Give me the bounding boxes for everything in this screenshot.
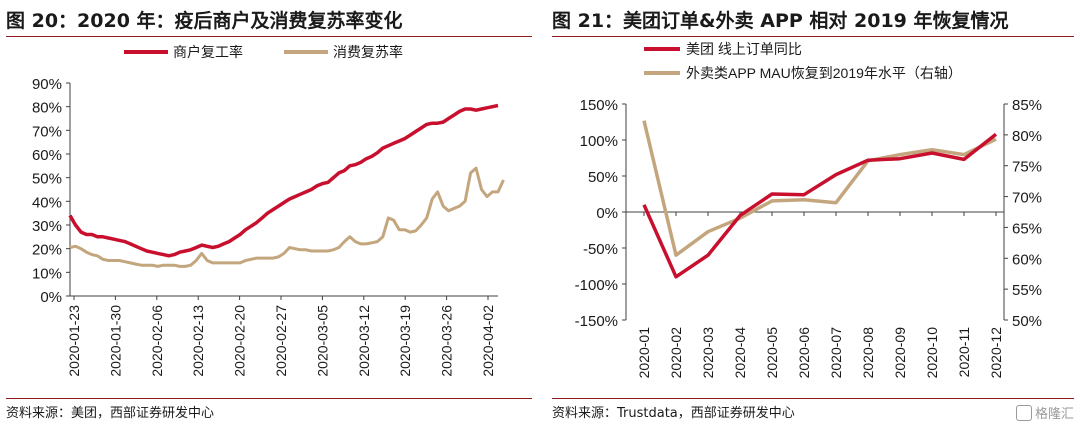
left-chart-panel: 图 20：2020 年：疫后商户及消费复苏率变化 商户复工率 消费复苏率 0% 10%… — [0, 0, 538, 428]
source-note: 资料来源：美团，西部证券研发中心 — [6, 406, 215, 421]
y-tick-label-left: -100% — [575, 277, 618, 294]
x-tick-label: 2020-08 — [860, 327, 876, 379]
y-tick-label-right: 65% — [1012, 220, 1042, 237]
recovery-rate-chart: 商户复工率 消费复苏率 0% 10% 20% 30% 40% 50% 60% 70% 80% 90% 2… — [32, 44, 505, 377]
source-rule — [6, 398, 532, 399]
y-tick-label-left: -150% — [575, 313, 618, 330]
x-tick-label: 2020-01-30 — [107, 305, 123, 377]
legend-label: 消费复苏率 — [333, 44, 403, 60]
y-tick-label: 90% — [32, 76, 62, 93]
y-tick-label: 80% — [32, 100, 62, 117]
y-tick-label-right: 70% — [1012, 190, 1042, 207]
watermark-logo-icon — [1015, 405, 1032, 421]
x-tick-label: 2020-02-06 — [149, 305, 165, 377]
y-tick-label: 50% — [32, 171, 62, 188]
y-tick-label: 40% — [32, 194, 62, 211]
series-line-merchant — [68, 103, 499, 258]
y-tick-label: 30% — [32, 218, 62, 235]
x-tick-label: 2020-03-05 — [314, 305, 330, 377]
right-chart-panel: 图 21：美团订单&外卖 APP 相对 2019 年恢复情况 美团 线上订单同比… — [546, 0, 1080, 428]
y-tick-label-right: 60% — [1012, 251, 1042, 268]
x-tick-label: 2020-03-12 — [356, 305, 372, 377]
legend-label: 美团 线上订单同比 — [686, 41, 802, 57]
x-tick-label: 2020-10 — [924, 327, 940, 379]
y-tick-label: 60% — [32, 147, 62, 164]
y-tick-label-left: 50% — [588, 169, 618, 186]
series-line-mau — [642, 120, 997, 257]
source-note: 资料来源：Trustdata，西部证券研发中心 — [552, 406, 795, 421]
legend-label: 商户复工率 — [173, 44, 243, 60]
y-tick-label-right: 50% — [1012, 313, 1042, 330]
y-tick-label: 70% — [32, 123, 62, 140]
x-tick-label: 2020-04 — [732, 327, 748, 379]
chart-title: 图 21：美团订单&外卖 APP 相对 2019 年恢复情况 — [552, 10, 1009, 32]
watermark: 格隆汇 — [1015, 403, 1074, 422]
y-tick-label: 20% — [32, 242, 62, 259]
y-tick-label-left: 150% — [580, 97, 618, 114]
x-tick-label: 2020-02-13 — [190, 305, 206, 377]
x-tick-label: 2020-03-26 — [439, 305, 455, 377]
x-tick-label: 2020-05 — [764, 327, 780, 379]
x-tick-label: 2020-01-23 — [66, 305, 82, 377]
x-tick-label: 2020-03-19 — [397, 305, 413, 377]
x-tick-label: 2020-04-02 — [480, 305, 496, 377]
x-tick-label: 2020-02-20 — [232, 305, 248, 377]
x-tick-label: 2020-02-27 — [273, 305, 289, 377]
x-tick-label: 2020-09 — [892, 327, 908, 379]
x-tick-label: 2020-02 — [668, 327, 684, 379]
legend-label: 外卖类APP MAU恢复到2019年水平（右轴） — [686, 65, 962, 81]
series-line-orders — [642, 132, 998, 279]
y-tick-label-right: 80% — [1012, 128, 1042, 145]
watermark-text: 格隆汇 — [1034, 407, 1074, 422]
y-tick-label-right: 75% — [1012, 159, 1042, 176]
x-tick-label: 2020-11 — [956, 327, 972, 378]
source-rule — [552, 398, 1074, 399]
y-tick-label-left: 0% — [596, 205, 618, 222]
series-line-consumption — [69, 166, 505, 268]
y-tick-label-right: 85% — [1012, 97, 1042, 114]
chart-title: 图 20：2020 年：疫后商户及消费复苏率变化 — [6, 10, 403, 32]
title-rule — [552, 36, 1074, 37]
panel-divider — [541, 0, 542, 428]
y-tick-label: 0% — [40, 289, 62, 306]
x-tick-label: 2020-06 — [796, 327, 812, 379]
y-tick-label-left: -50% — [583, 241, 618, 258]
x-tick-label: 2020-12 — [988, 327, 1004, 379]
x-tick-label: 2020-03 — [700, 327, 716, 379]
title-rule — [6, 36, 532, 37]
y-tick-label: 10% — [32, 265, 62, 282]
x-tick-label: 2020-07 — [828, 327, 844, 379]
x-tick-label: 2020-01 — [636, 327, 652, 379]
y-tick-label-right: 55% — [1012, 282, 1042, 299]
legend: 商户复工率 消费复苏率 — [124, 44, 403, 60]
y-tick-label-left: 100% — [580, 133, 618, 150]
